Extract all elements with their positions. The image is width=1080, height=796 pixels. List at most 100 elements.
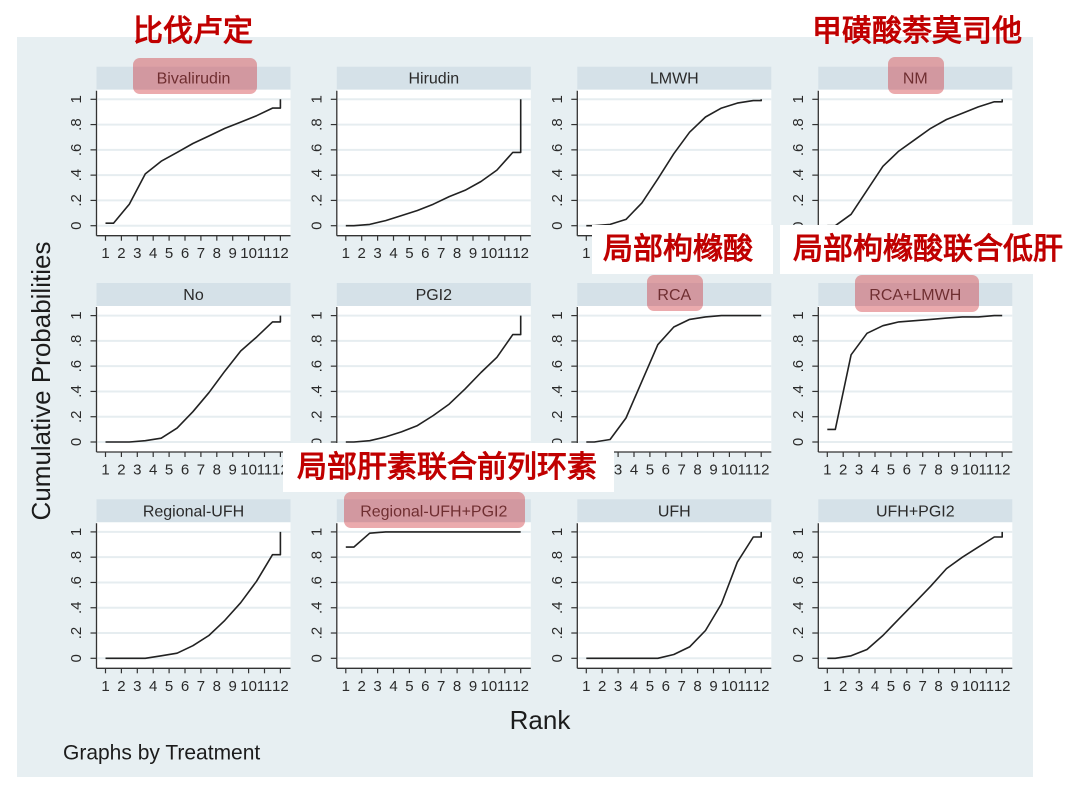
- x-tick-label: 10: [240, 462, 257, 479]
- x-tick-label: 6: [662, 462, 670, 479]
- y-tick-label: .6: [790, 360, 807, 373]
- y-tick-label: .8: [308, 551, 325, 564]
- y-tick-label: .8: [308, 118, 325, 131]
- panel-title: Regional-UFH+PGI2: [360, 503, 507, 520]
- panel-title: Bivalirudin: [157, 71, 231, 88]
- x-tick-label: 11: [257, 245, 273, 262]
- y-tick-label: 1: [68, 528, 85, 536]
- highlight-bivalirudin: [133, 58, 257, 94]
- x-tick-label: 10: [240, 245, 257, 262]
- panel-title: RCA: [657, 287, 691, 304]
- x-tick-label: 10: [721, 462, 738, 479]
- x-tick-label: 3: [614, 678, 622, 695]
- y-tick-label: .4: [308, 385, 325, 398]
- y-tick-label: 1: [68, 95, 85, 103]
- x-tick-label: 4: [149, 678, 157, 695]
- x-tick-label: 11: [979, 678, 995, 695]
- plot-area: [96, 89, 291, 236]
- y-tick-label: .2: [308, 194, 325, 207]
- plot-area: [336, 522, 531, 669]
- x-tick-label: 5: [405, 245, 413, 262]
- x-tick-label: 1: [101, 678, 109, 695]
- x-tick-label: 6: [181, 678, 189, 695]
- x-tick-label: 12: [272, 678, 289, 695]
- y-tick-label: .8: [549, 335, 566, 348]
- panel-title: UFH+PGI2: [876, 503, 955, 520]
- y-tick-label: 0: [549, 438, 566, 446]
- x-tick-label: 6: [903, 678, 911, 695]
- x-tick-label: 8: [934, 678, 942, 695]
- plot-area: [336, 89, 531, 236]
- x-tick-label: 4: [149, 245, 157, 262]
- x-tick-label: 7: [197, 678, 205, 695]
- highlight-rca: [647, 275, 703, 311]
- cumulative-probability-line: [586, 314, 762, 443]
- highlight-regional-ufh-pgi2: [344, 492, 525, 528]
- cumulative-probability-line: [827, 531, 1004, 660]
- y-tick-label: .2: [68, 410, 85, 423]
- panel-title: UFH: [658, 503, 691, 520]
- y-tick-label: 1: [549, 528, 566, 536]
- x-tick-label: 3: [614, 462, 622, 479]
- x-tick-label: 4: [630, 678, 638, 695]
- y-tick-label: .6: [308, 576, 325, 589]
- cumulative-probability-line: [345, 99, 522, 227]
- panel-header: [577, 66, 772, 90]
- y-tick-label: .6: [549, 144, 566, 157]
- y-tick-label: .2: [549, 194, 566, 207]
- x-tick-label: 1: [823, 462, 831, 479]
- x-tick-label: 9: [229, 678, 237, 695]
- y-tick-label: .6: [790, 576, 807, 589]
- annotation-box-regional-ufh-pgi2: 局部肝素联合前列环素: [283, 443, 614, 492]
- cumulative-probability-line: [345, 315, 522, 443]
- cumulative-probability-line: [105, 99, 282, 224]
- panel-header: [96, 499, 291, 523]
- x-tick-label: 3: [373, 678, 381, 695]
- y-tick-label: .4: [68, 601, 85, 614]
- x-tick-label: 7: [197, 462, 205, 479]
- y-tick-label: .2: [549, 410, 566, 423]
- x-tick-label: 11: [497, 678, 513, 695]
- x-tick-label: 8: [453, 245, 461, 262]
- y-tick-label: .2: [308, 410, 325, 423]
- x-tick-label: 10: [481, 678, 498, 695]
- y-tick-label: 0: [68, 654, 85, 662]
- y-tick-label: .6: [68, 360, 85, 373]
- y-tick-label: .6: [308, 360, 325, 373]
- y-tick-label: 0: [790, 654, 807, 662]
- y-tick-label: 0: [308, 654, 325, 662]
- x-tick-label: 7: [678, 678, 686, 695]
- x-tick-label: 10: [721, 678, 738, 695]
- y-tick-label: 0: [308, 222, 325, 230]
- x-tick-label: 9: [709, 462, 717, 479]
- panel-title: NM: [903, 71, 928, 88]
- y-tick-label: .2: [790, 627, 807, 640]
- x-tick-label: 1: [823, 678, 831, 695]
- x-tick-label: 8: [213, 462, 221, 479]
- y-tick-label: .4: [308, 601, 325, 614]
- panel-title: Regional-UFH: [143, 503, 244, 520]
- x-tick-label: 2: [839, 462, 847, 479]
- y-tick-label: .4: [68, 169, 85, 182]
- annotation-nm: 甲磺酸萘莫司他: [812, 14, 1022, 49]
- x-tick-label: 11: [497, 245, 513, 262]
- x-tick-label: 4: [630, 462, 638, 479]
- y-axis-title: Cumulative Probabilities: [26, 241, 56, 521]
- panel-title: LMWH: [650, 71, 699, 88]
- x-tick-label: 12: [753, 462, 770, 479]
- y-tick-label: .6: [68, 576, 85, 589]
- plot-area: [818, 306, 1013, 452]
- panel-header: [818, 499, 1013, 523]
- y-tick-label: .4: [549, 601, 566, 614]
- y-tick-label: .6: [549, 360, 566, 373]
- x-tick-label: 6: [181, 462, 189, 479]
- panel-no: No0.2.4.6.811 2 3 4 5 6 7 8 9 10 11 12: [68, 283, 291, 479]
- x-tick-label: 8: [693, 678, 701, 695]
- x-tick-label: 10: [962, 678, 979, 695]
- x-tick-label: 5: [646, 678, 654, 695]
- x-tick-label: 2: [358, 245, 366, 262]
- y-tick-label: .8: [68, 551, 85, 564]
